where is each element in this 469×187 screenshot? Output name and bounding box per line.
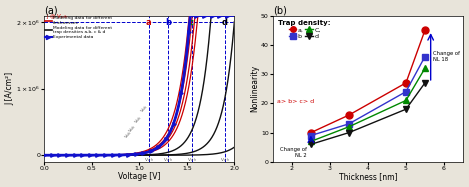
Text: V$_{uth}$: V$_{uth}$ <box>144 156 154 164</box>
Y-axis label: Nonlinearity: Nonlinearity <box>250 65 259 112</box>
Text: d: d <box>222 18 228 27</box>
Text: c: c <box>189 18 194 27</box>
Text: V$_{uth}$: V$_{uth}$ <box>138 102 151 115</box>
Text: (b): (b) <box>273 6 287 16</box>
X-axis label: Thickness [nm]: Thickness [nm] <box>339 172 397 181</box>
Text: b: b <box>165 18 171 27</box>
Text: a: a <box>146 18 151 27</box>
Text: J @ V$_{uth}$: J @ V$_{uth}$ <box>46 12 69 21</box>
Text: Change of
NL 18: Change of NL 18 <box>432 51 460 62</box>
Text: V$_{uth}$: V$_{uth}$ <box>127 122 139 135</box>
Text: V$_{uth}$: V$_{uth}$ <box>163 156 173 164</box>
Text: (a): (a) <box>44 6 58 16</box>
Text: V$_{uth}$: V$_{uth}$ <box>122 129 134 141</box>
Text: V$_{uth}$: V$_{uth}$ <box>133 114 144 126</box>
Legend: a,, b, C,, d: a,, b, C,, d <box>276 17 333 42</box>
Text: V$_{uth}$: V$_{uth}$ <box>220 156 230 164</box>
Legend: Modeling data for different
thicknesses, Modeling data for different
trap densit: Modeling data for different thicknesses,… <box>45 16 112 39</box>
Text: Change of
NL 2: Change of NL 2 <box>280 147 307 158</box>
X-axis label: Voltage [V]: Voltage [V] <box>118 172 160 181</box>
Text: V$_{uth}$: V$_{uth}$ <box>187 156 197 164</box>
Y-axis label: J [A/cm²]: J [A/cm²] <box>6 72 15 105</box>
Text: a> b> c> d: a> b> c> d <box>277 99 314 104</box>
